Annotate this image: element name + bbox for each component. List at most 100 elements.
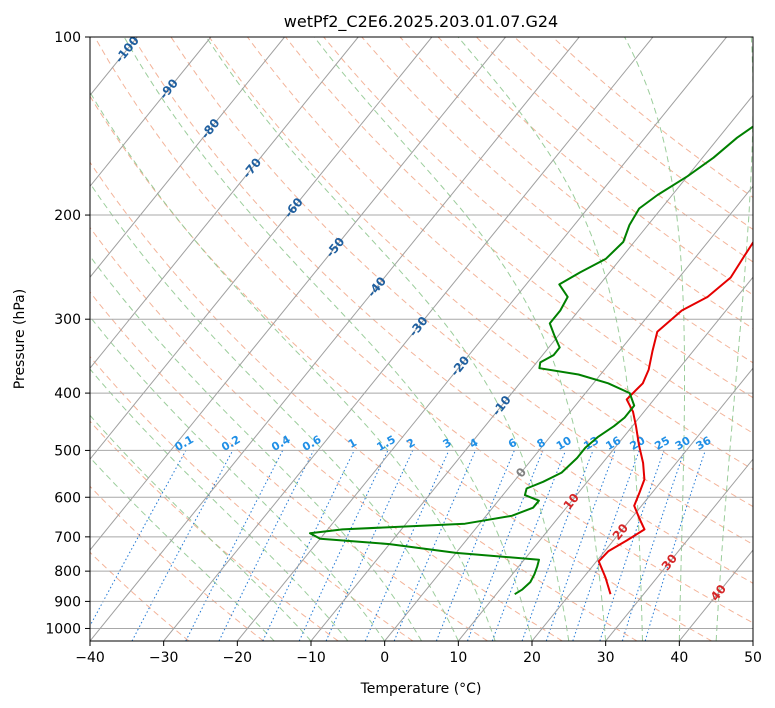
mixing-ratio-line [325,450,414,641]
y-tick-label: 300 [54,312,81,328]
isotherm-label: -90 [156,76,181,102]
moist-adiabat [123,37,533,641]
mixing-ratio-line [545,450,616,641]
x-tick-label: −10 [296,650,326,666]
x-axis: −40 −30 −20 −10 0 10 20 30 40 50 [75,641,762,666]
dry-adiabat [90,485,264,641]
x-tick-label: 30 [597,650,615,666]
isotherm [90,37,433,460]
dry-adiabat [399,37,753,330]
mixing-ratio-label: 3 [441,436,454,451]
y-tick-label: 1000 [45,621,81,637]
isotherm-label: -50 [323,235,348,261]
mixing-ratio-line [131,450,234,641]
dry-adiabat [90,226,563,641]
dry-adiabat [361,37,753,364]
mixing-ratio-line [572,450,640,641]
y-tick-label: 800 [54,564,81,580]
moist-adiabat [457,37,643,641]
moist-adiabat [90,368,349,641]
isotherm [236,37,727,641]
moist-adiabat [90,182,459,641]
dry-adiabat [247,37,753,471]
isotherm-label: -10 [489,393,514,419]
mixing-ratio-line [435,450,515,641]
isotherm [752,640,753,641]
moist-adiabat [90,316,386,641]
y-tick-label: 500 [54,443,81,459]
isotherm [90,37,359,369]
mixing-ratio-line [364,450,450,641]
x-tick-label: −30 [149,650,179,666]
y-tick-label: 600 [54,490,81,506]
isotherm-label: -70 [240,155,265,181]
moist-adiabats [90,37,753,641]
mixing-ratio-line [599,450,665,641]
isotherm [310,94,753,641]
isotherm-label: -40 [365,274,390,300]
mixing-ratio-line [467,450,544,641]
x-tick-label: 10 [449,650,467,666]
moist-adiabat [313,37,607,641]
mixing-ratio-label: 8 [535,436,548,451]
isotherm-label: 0 [513,465,529,480]
isotherm [531,367,753,641]
isotherm [163,37,654,641]
dry-adiabat [514,37,753,231]
mixing-ratio-line [185,450,284,641]
x-tick-label: −40 [75,650,105,666]
x-axis-label: Temperature (°C) [360,681,482,697]
mixing-ratio-line [491,450,567,641]
x-tick-label: 40 [670,650,688,666]
y-axis: 1000 900 800 700 600 500 400 300 200 100 [45,30,90,637]
mixing-ratio-line [644,450,706,641]
isotherm [605,458,753,641]
dry-adiabat [90,420,339,641]
isotherm [90,37,285,279]
dewpoint-line [309,125,753,596]
moist-adiabat [205,37,570,641]
moist-adiabat [90,456,275,641]
y-tick-label: 700 [54,530,81,546]
mixing-ratio-label: 4 [467,436,480,451]
dry-adiabat [132,37,753,584]
plot-frame [89,36,754,642]
mixing-ratio-line [262,450,355,641]
isotherm-label: 40 [708,582,729,604]
dry-adiabat [94,37,753,624]
moist-adiabat [624,37,685,641]
x-tick-label: 20 [523,650,541,666]
isotherm-label: 30 [659,551,680,573]
mixing-ratio-line [298,450,389,641]
x-tick-label: 50 [744,650,762,666]
moist-adiabat [90,91,496,641]
mixing-ratio-line [521,450,594,641]
dry-adiabat [437,37,753,296]
isotherm [384,185,753,641]
moist-adiabat [715,37,753,641]
isotherm-label: -60 [281,195,306,221]
x-tick-label: −20 [223,650,253,666]
mixing-ratio-lines [90,450,706,641]
isotherms [0,37,753,641]
isotherm [90,37,580,641]
isotherm [0,37,64,641]
mixing-ratio-line [90,450,187,627]
y-axis-label: Pressure (hPa) [12,289,28,389]
y-tick-label: 200 [54,208,81,224]
y-tick-label: 900 [54,594,81,610]
isotherm-label: -80 [198,116,223,142]
y-tick-label: 400 [54,386,81,402]
dry-adiabat [208,37,753,508]
mixing-ratio-label: 2 [404,436,417,451]
dry-adiabat [552,37,753,199]
dry-adiabat [90,161,638,641]
isotherm [90,37,506,551]
mixing-ratio-line [218,450,315,641]
mixing-ratio-line [621,450,685,641]
isotherm-label: -30 [406,314,431,340]
isotherm-label: -20 [448,353,473,379]
isotherm-label: 10 [561,491,582,513]
dry-adiabat [323,37,753,399]
